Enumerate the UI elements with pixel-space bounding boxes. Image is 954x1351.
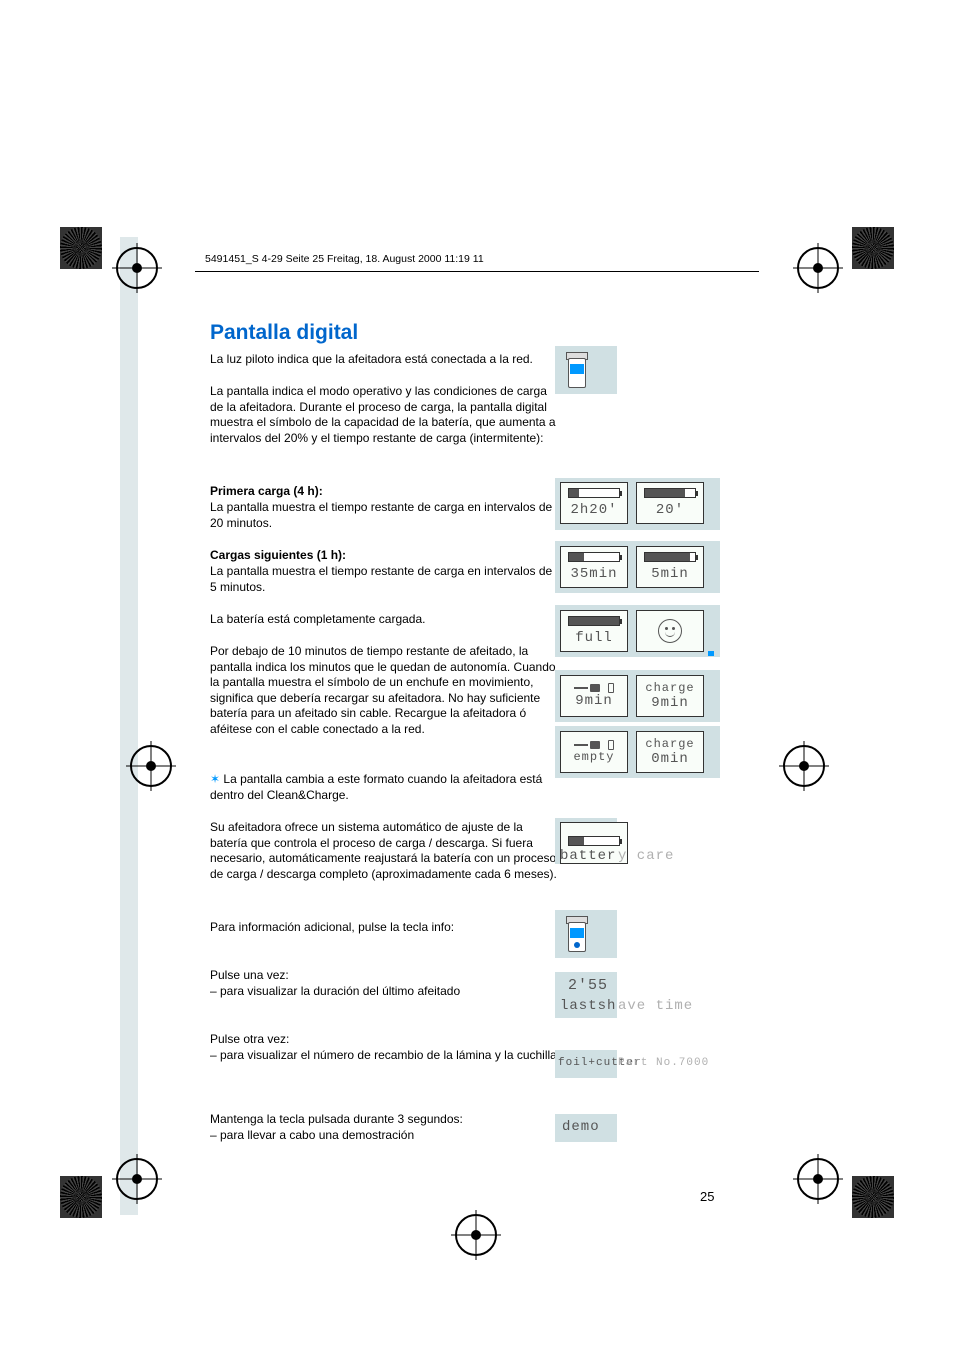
paragraph-text: La pantalla cambia a este formato cuando… [210, 772, 542, 802]
shaver-icon [560, 914, 612, 954]
lcd-text: 35min [570, 566, 617, 582]
header-rule [195, 271, 759, 272]
lcd-display: 9min [560, 675, 628, 717]
paragraph: La batería está completamente cargada. [210, 612, 560, 628]
lcd-display: 20' [636, 482, 704, 524]
paragraph: Para información adicional, pulse la tec… [210, 920, 560, 936]
lcd-text: y care [618, 848, 674, 864]
indicator-icon [708, 651, 714, 656]
left-strip [120, 237, 138, 1215]
lcd-text: Part No.7000 [618, 1057, 709, 1069]
crosshair-icon [130, 745, 172, 787]
lcd-text: charge [645, 681, 694, 695]
illustration-bg [555, 910, 617, 958]
lcd-display [636, 610, 704, 652]
registration-mark-icon [60, 227, 102, 269]
lcd-display: 35min [560, 546, 628, 588]
crosshair-icon [797, 247, 839, 289]
lcd-text: batter [560, 848, 616, 864]
lcd-text: 2h20' [570, 502, 617, 518]
plug-icon [574, 740, 614, 750]
lcd-display: empty [560, 731, 628, 773]
lcd-text: 20' [656, 502, 684, 518]
lcd-display: charge 9min [636, 675, 704, 717]
heading: Cargas siguientes (1 h): [210, 548, 560, 564]
crosshair-icon [116, 247, 158, 289]
illustration-bg [555, 346, 617, 394]
lcd-display: full [560, 610, 628, 652]
lcd-display: 5min [636, 546, 704, 588]
crosshair-icon [783, 745, 825, 787]
lcd-text: lastsh [560, 998, 616, 1014]
registration-mark-icon [852, 1176, 894, 1218]
crosshair-icon [797, 1158, 839, 1200]
lcd-text: empty [573, 750, 614, 764]
paragraph: La pantalla muestra el tiempo restante d… [210, 564, 560, 595]
paragraph: Pulse una vez: [210, 968, 560, 984]
lcd-text: demo [562, 1119, 600, 1135]
lcd-text: charge [645, 737, 694, 751]
paragraph: Su afeitadora ofrece un sistema automáti… [210, 820, 560, 882]
page-title: Pantalla digital [210, 321, 358, 345]
paragraph: – para llevar a cabo una demostración [210, 1128, 560, 1144]
page: 5491451_S 4-29 Seite 25 Freitag, 18. Aug… [0, 0, 954, 1351]
page-number: 25 [700, 1189, 714, 1204]
lcd-text: 5min [651, 566, 689, 582]
plug-icon [574, 683, 614, 693]
lcd-text: 9min [575, 693, 613, 709]
lcd-text: full [575, 630, 613, 646]
paragraph: Mantenga la tecla pulsada durante 3 segu… [210, 1112, 560, 1128]
paragraph: – para visualizar el número de recambio … [210, 1048, 560, 1064]
lcd-text: ave time [618, 998, 693, 1014]
crosshair-icon [116, 1158, 158, 1200]
paragraph: Por debajo de 10 minutos de tiempo resta… [210, 644, 560, 738]
paragraph: La pantalla muestra el tiempo restante d… [210, 500, 560, 531]
registration-mark-icon [60, 1176, 102, 1218]
paragraph: ✶ La pantalla cambia a este formato cuan… [210, 772, 560, 803]
heading: Primera carga (4 h): [210, 484, 560, 500]
star-icon: ✶ [210, 772, 220, 786]
lcd-display: charge 0min [636, 731, 704, 773]
paragraph: La luz piloto indica que la afeitadora e… [210, 352, 560, 368]
lcd-text: 9min [651, 695, 689, 711]
shaver-icon [560, 350, 612, 390]
registration-mark-icon [852, 227, 894, 269]
paragraph: Pulse otra vez: [210, 1032, 560, 1048]
lcd-text: 2'55 [568, 977, 608, 994]
paragraph: – para visualizar la duración del último… [210, 984, 560, 1000]
print-header: 5491451_S 4-29 Seite 25 Freitag, 18. Aug… [205, 253, 484, 265]
lcd-text: 0min [651, 751, 689, 767]
lcd-display: 2h20' [560, 482, 628, 524]
paragraph: La pantalla indica el modo operativo y l… [210, 384, 560, 446]
crosshair-icon [455, 1214, 497, 1256]
